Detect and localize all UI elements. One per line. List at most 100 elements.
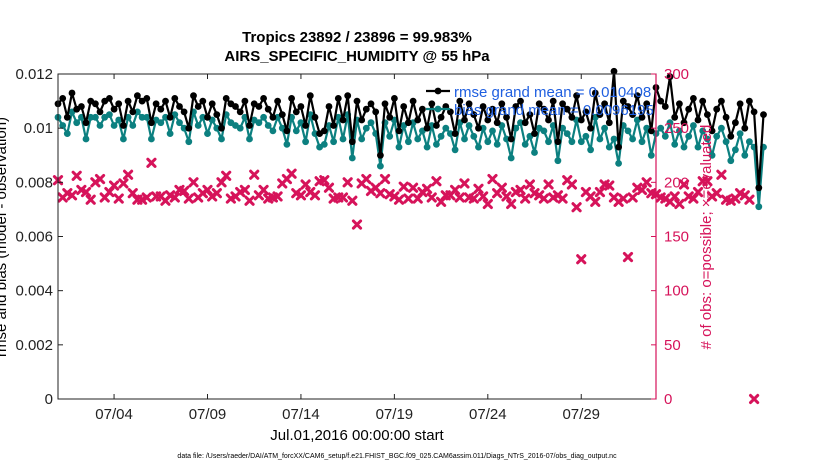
bias-point <box>330 138 337 146</box>
rmse-point <box>577 116 585 124</box>
bias-point <box>624 127 632 135</box>
obs-count-point <box>244 195 255 206</box>
rmse-point <box>512 103 520 110</box>
rmse-point <box>311 113 319 121</box>
obs-count-point <box>295 190 307 201</box>
rmse-point <box>605 119 613 127</box>
obs-count-point <box>85 194 96 205</box>
bias-point <box>302 138 309 146</box>
rmse-point <box>320 127 328 135</box>
obs-count-point <box>431 176 442 187</box>
rmse-point <box>292 108 300 116</box>
rmse-point <box>750 108 758 116</box>
bias-point <box>437 132 445 140</box>
rmse-point <box>526 111 534 118</box>
bias-point <box>568 138 576 146</box>
bias-point <box>236 124 244 132</box>
rmse-point <box>596 111 604 118</box>
obs-count-point <box>361 173 372 185</box>
bias-point <box>185 138 193 146</box>
rmse-point <box>507 135 515 143</box>
obs-count-point <box>94 173 106 185</box>
bias-point <box>671 141 679 148</box>
bias-point <box>218 135 225 143</box>
bias-point <box>629 135 636 143</box>
obs-count-point <box>146 157 157 168</box>
bias-point <box>110 122 118 129</box>
bias-point <box>732 146 739 154</box>
bias-point <box>736 130 744 138</box>
bias-point <box>395 143 403 151</box>
y-tick-label-left: 0.008 <box>15 174 53 191</box>
rmse-point <box>59 95 67 102</box>
rmse-point <box>531 130 538 138</box>
rmse-point <box>68 89 76 97</box>
rmse-point <box>264 105 272 113</box>
y-tick-label-left: 0.01 <box>24 120 53 137</box>
bias-point <box>713 132 721 140</box>
obs-count-point <box>636 184 648 196</box>
rmse-point <box>208 100 216 108</box>
rmse-point <box>587 124 594 132</box>
bias-point <box>59 122 67 129</box>
rmse-point <box>755 184 763 192</box>
legend-bias: bias grand mean = 0.0096195 <box>454 102 654 119</box>
rmse-point <box>180 108 188 116</box>
x-tick-label: 07/19 <box>376 406 414 423</box>
rmse-point <box>381 100 389 108</box>
obs-count-point <box>627 192 638 203</box>
bias-point <box>194 122 202 129</box>
bias-point <box>269 127 277 135</box>
rmse-point <box>624 103 632 110</box>
rmse-point <box>367 100 375 108</box>
rmse-point <box>456 97 464 105</box>
obs-count-point <box>122 169 134 180</box>
bias-point <box>708 151 716 159</box>
bias-point <box>442 124 450 132</box>
bias-point <box>554 157 562 165</box>
bias-point <box>255 119 263 127</box>
rmse-point <box>260 95 267 102</box>
bias-point <box>493 141 501 148</box>
rmse-point <box>82 119 90 127</box>
bias-point <box>461 135 468 143</box>
obs-count-point <box>711 188 722 199</box>
obs-count-point <box>113 193 124 204</box>
obs-count-point <box>468 193 479 204</box>
rmse-point <box>722 113 730 121</box>
bias-point <box>73 119 81 127</box>
rmse-point <box>269 113 277 121</box>
obs-count-point <box>618 193 629 204</box>
bias-point <box>694 143 702 151</box>
chart-title-line1: Tropics 23892 / 23896 = 99.983% <box>242 29 472 46</box>
bias-point <box>741 151 749 159</box>
rmse-point <box>405 119 412 127</box>
rmse-point <box>409 97 417 105</box>
obs-count-point <box>501 191 512 202</box>
rmse-point <box>545 116 552 124</box>
rmse-point <box>391 95 398 102</box>
rmse-point <box>344 92 352 100</box>
rmse-point <box>535 100 543 108</box>
rmse-point <box>96 108 104 116</box>
rmse-point <box>302 122 309 129</box>
obs-count-point <box>543 179 554 190</box>
x-tick-label: 07/14 <box>282 406 320 423</box>
obs-count-point <box>487 173 498 185</box>
bias-point <box>507 154 515 162</box>
obs-count-point <box>309 190 321 201</box>
obs-count-point <box>571 202 582 213</box>
obs-count-point <box>179 185 190 197</box>
bias-point <box>260 113 267 121</box>
bias-point <box>92 113 99 121</box>
rmse-point <box>685 105 693 113</box>
rmse-point <box>166 113 174 121</box>
obs-count-point <box>604 180 615 191</box>
obs-count-point <box>678 179 690 190</box>
rmse-point <box>713 105 721 113</box>
obs-count-point <box>702 176 713 187</box>
rmse-point <box>718 97 725 105</box>
obs-count-point <box>272 191 283 202</box>
rmse-point <box>433 122 440 129</box>
